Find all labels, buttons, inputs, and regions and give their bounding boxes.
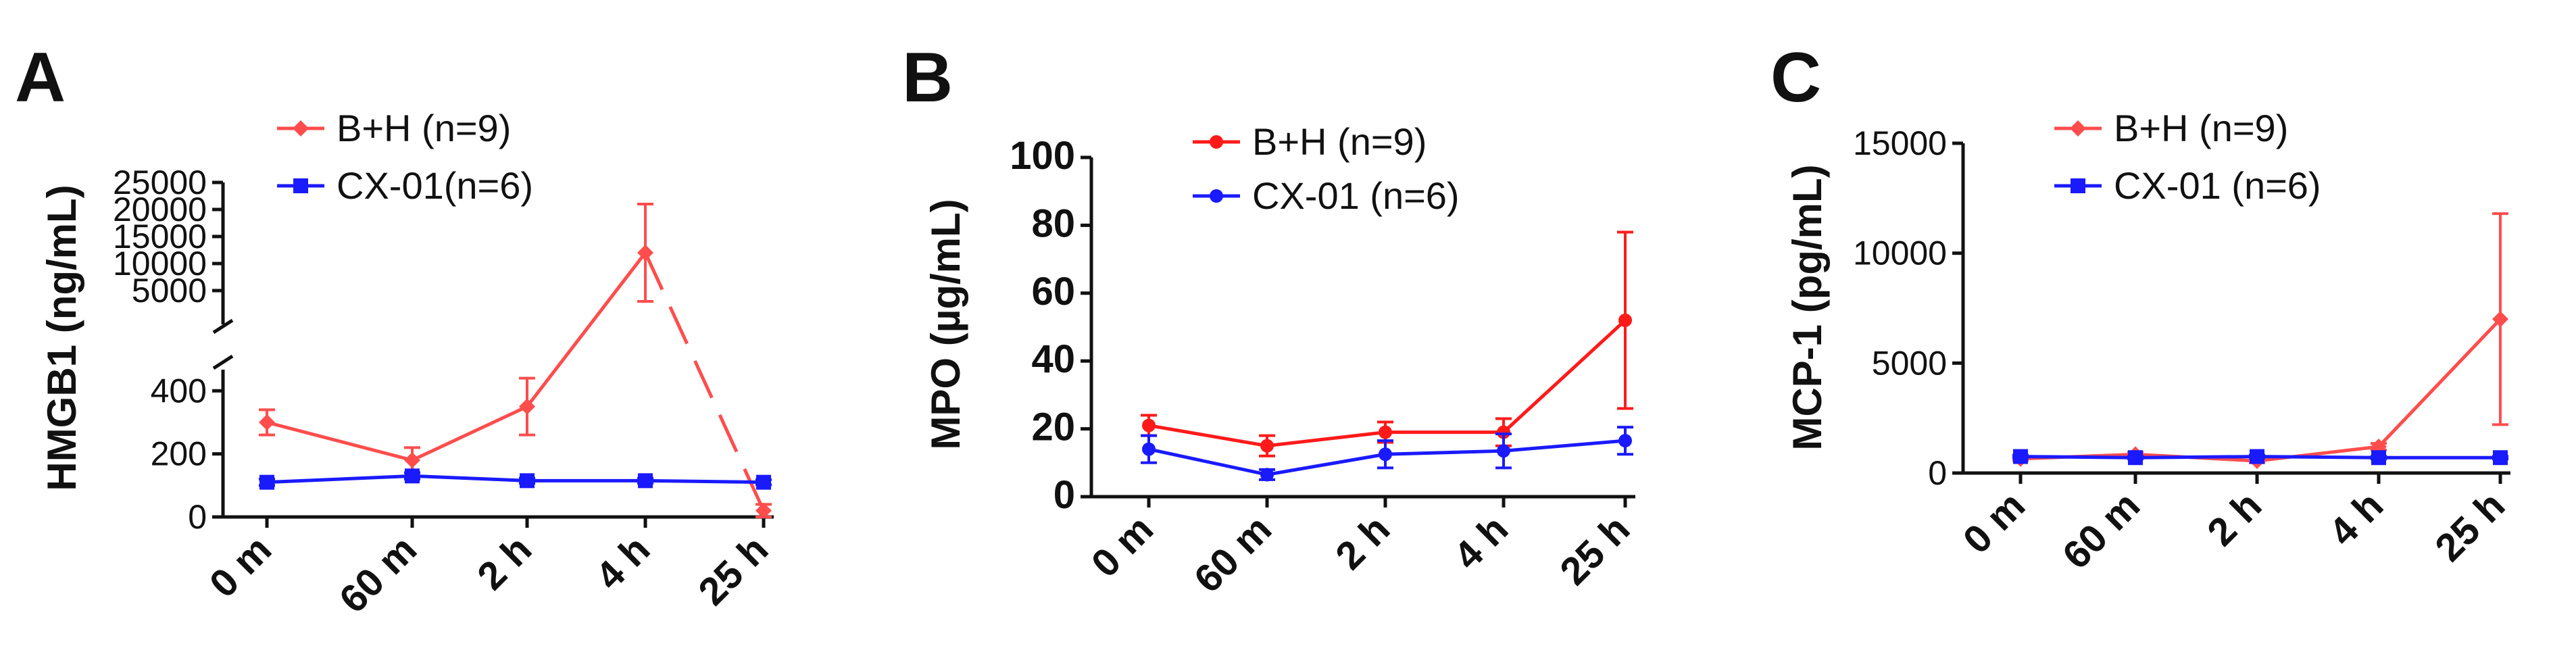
data-point (1497, 425, 1510, 439)
x-tick-label: 25 h (2427, 483, 2513, 570)
y-tick-label: 80 (1031, 201, 1075, 245)
x-tick-label: 0 m (1083, 507, 1162, 586)
y-tick-label: 20000 (113, 191, 207, 228)
x-tick-label: 4 h (2321, 483, 2392, 554)
series-0 (259, 203, 772, 519)
legend-label: B+H (n=9) (2114, 107, 2288, 149)
legend-label: B+H (n=9) (337, 107, 511, 149)
legend-label: CX-01 (n=6) (2114, 164, 2321, 207)
data-point (2128, 450, 2143, 466)
y-tick-label: 400 (151, 372, 207, 410)
series-0 (2012, 212, 2508, 470)
x-tick-label: 25 h (1552, 507, 1638, 593)
y-tick-label: 5000 (1872, 344, 1947, 382)
data-point (519, 398, 535, 415)
x-tick-label: 2 h (469, 527, 540, 598)
data-point (1260, 468, 1274, 482)
x-tick-label: 25 h (690, 527, 776, 614)
x-tick-label: 4 h (587, 527, 658, 598)
series-line (266, 251, 647, 462)
data-point (756, 474, 771, 490)
x-tick-label: 0 m (201, 527, 280, 606)
data-point (2493, 450, 2508, 466)
data-point (1618, 313, 1632, 327)
y-tick-label: 60 (1031, 270, 1075, 314)
y-tick-label: 20 (1031, 405, 1075, 449)
y-tick-label: 15000 (113, 218, 207, 255)
data-point (2371, 450, 2386, 466)
legend-marker (293, 120, 309, 137)
y-tick-label: 15000 (1853, 124, 1947, 162)
data-point (637, 245, 653, 261)
legend-marker (293, 178, 308, 193)
y-tick-label: 25000 (113, 164, 207, 201)
y-tick-label: 0 (1054, 473, 1075, 517)
series-1 (1141, 426, 1633, 482)
data-point (2013, 449, 2028, 464)
x-tick-label: 4 h (1445, 507, 1516, 578)
y-tick-label: 200 (151, 435, 207, 473)
y-tick-label: 0 (1928, 454, 1947, 492)
data-point (520, 473, 535, 489)
y-tick-label: 10000 (113, 245, 207, 282)
x-tick-label: 2 h (1327, 507, 1398, 578)
chart-C: 0 5000 10000 15000 MCP-1 (pg/mL) 0 m 60 m 2 h 4 … (1785, 107, 2513, 578)
data-point (638, 473, 653, 489)
x-tick-label: 2 h (2199, 483, 2270, 554)
data-point (1260, 439, 1274, 453)
x-tick-label: 60 m (331, 527, 425, 621)
y-axis-label: HMGB1 (ng/mL) (39, 184, 84, 491)
series-line-dashed (643, 251, 766, 512)
y-tick-label: 5000 (132, 272, 207, 309)
series-0 (1141, 230, 1633, 457)
data-point (2492, 311, 2508, 328)
y-tick-label: 100 (1010, 134, 1075, 178)
data-point (2250, 449, 2264, 464)
legend-marker (2071, 178, 2085, 193)
data-point (259, 474, 274, 490)
panel-letter-C: C (1770, 39, 1821, 117)
data-point (404, 452, 420, 468)
data-point (1379, 447, 1392, 462)
y-axis-label: MPO (µg/mL) (923, 199, 968, 449)
y-axis-label: MCP-1 (pg/mL) (1785, 164, 1830, 450)
x-tick-label: 0 m (1955, 483, 2034, 562)
legend-label: B+H (n=9) (1252, 120, 1427, 163)
y-tick-label: 0 (188, 498, 207, 536)
y-tick-label: 10000 (1853, 234, 1947, 272)
data-point (259, 414, 275, 430)
legend-marker (2070, 120, 2086, 137)
legend-marker (1210, 189, 1223, 203)
series-line (2020, 318, 2502, 463)
legend-marker (1210, 135, 1223, 149)
data-point (1142, 442, 1156, 456)
y-tick-label: 40 (1031, 337, 1075, 381)
data-point (1142, 418, 1156, 432)
panel-letter-A: A (15, 39, 66, 117)
data-point (1497, 444, 1510, 458)
panel-letter-B: B (902, 39, 953, 117)
x-tick-label: 60 m (1186, 507, 1280, 601)
series-1 (2012, 449, 2508, 466)
legend-label: CX-01(n=6) (337, 164, 533, 207)
series-line (266, 474, 764, 485)
legend-label: CX-01 (n=6) (1252, 174, 1460, 217)
data-point (756, 502, 772, 519)
data-point (1379, 425, 1392, 439)
x-tick-label: 60 m (2054, 483, 2148, 577)
series-1 (259, 468, 772, 490)
axis-break-icon (212, 318, 234, 370)
data-point (1618, 434, 1632, 448)
chart-B: 0 20 40 60 80 100 MPO (µg/mL) 0 m 60 m 2 h 4 h 25 h… (923, 120, 1638, 601)
data-point (405, 468, 420, 484)
